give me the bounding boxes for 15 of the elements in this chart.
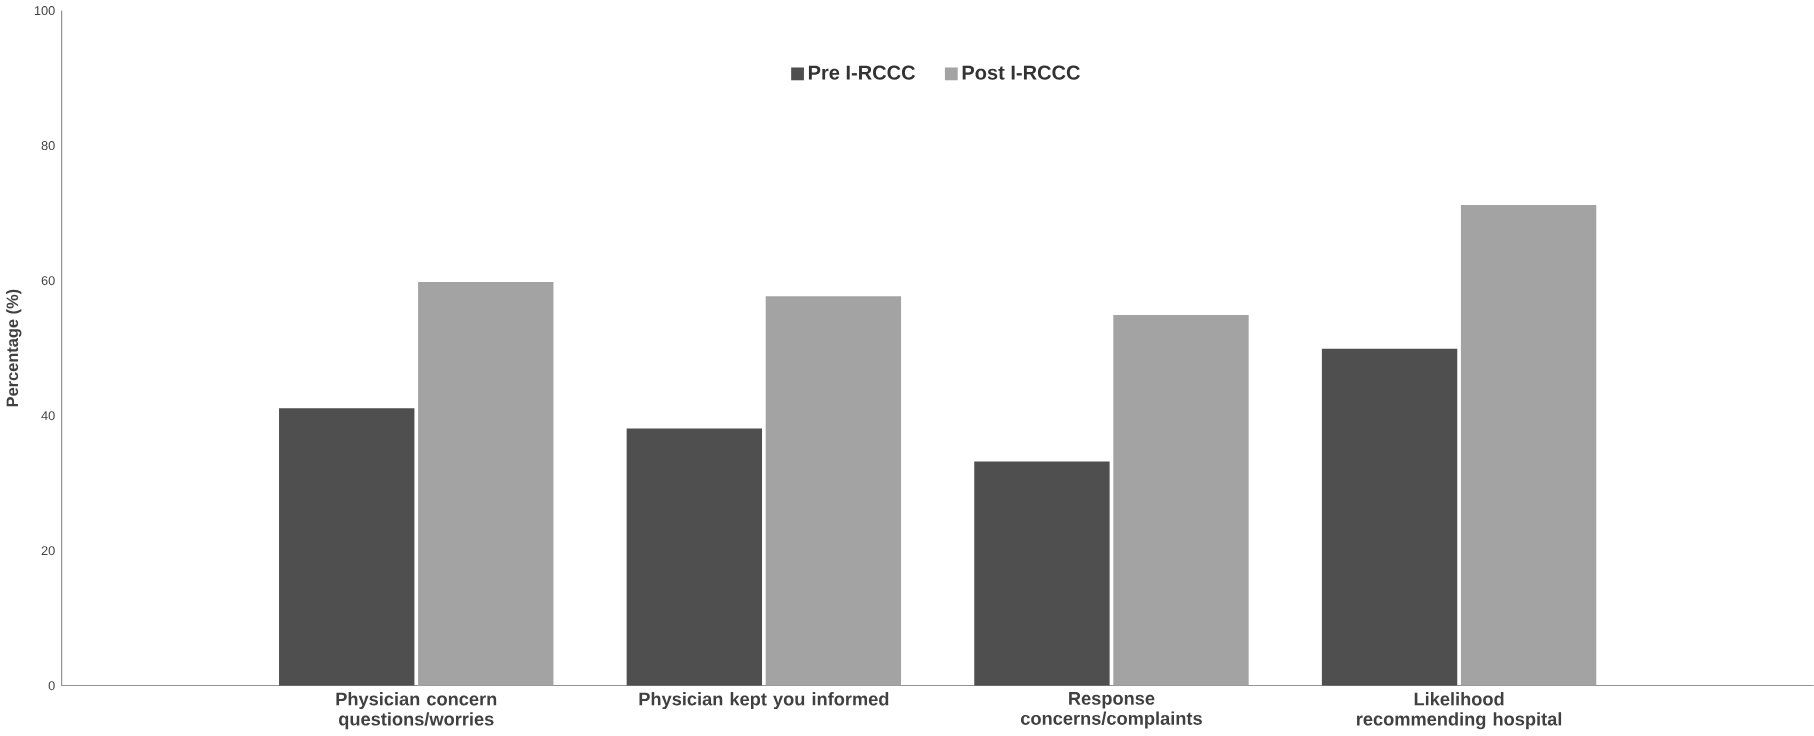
bar xyxy=(418,282,554,687)
x-tick-label: Response concerns/complaints xyxy=(1021,692,1202,729)
bar xyxy=(1321,349,1458,687)
bar xyxy=(765,296,902,687)
bar xyxy=(974,461,1110,687)
bar xyxy=(1460,205,1597,687)
legend-label: Post I-RCCC xyxy=(962,65,1080,81)
bar xyxy=(1113,315,1249,687)
bar xyxy=(626,428,763,687)
bar xyxy=(279,408,415,687)
legend-label: Pre I-RCCC xyxy=(808,65,916,81)
x-tick-label: Physician concern questions/worries xyxy=(336,692,497,730)
x-tick-label: Likelihood recommending hospital xyxy=(1356,692,1562,730)
x-tick-label: Physician kept you informed xyxy=(639,692,889,710)
y-axis-title: Percentage (%) xyxy=(6,290,22,407)
